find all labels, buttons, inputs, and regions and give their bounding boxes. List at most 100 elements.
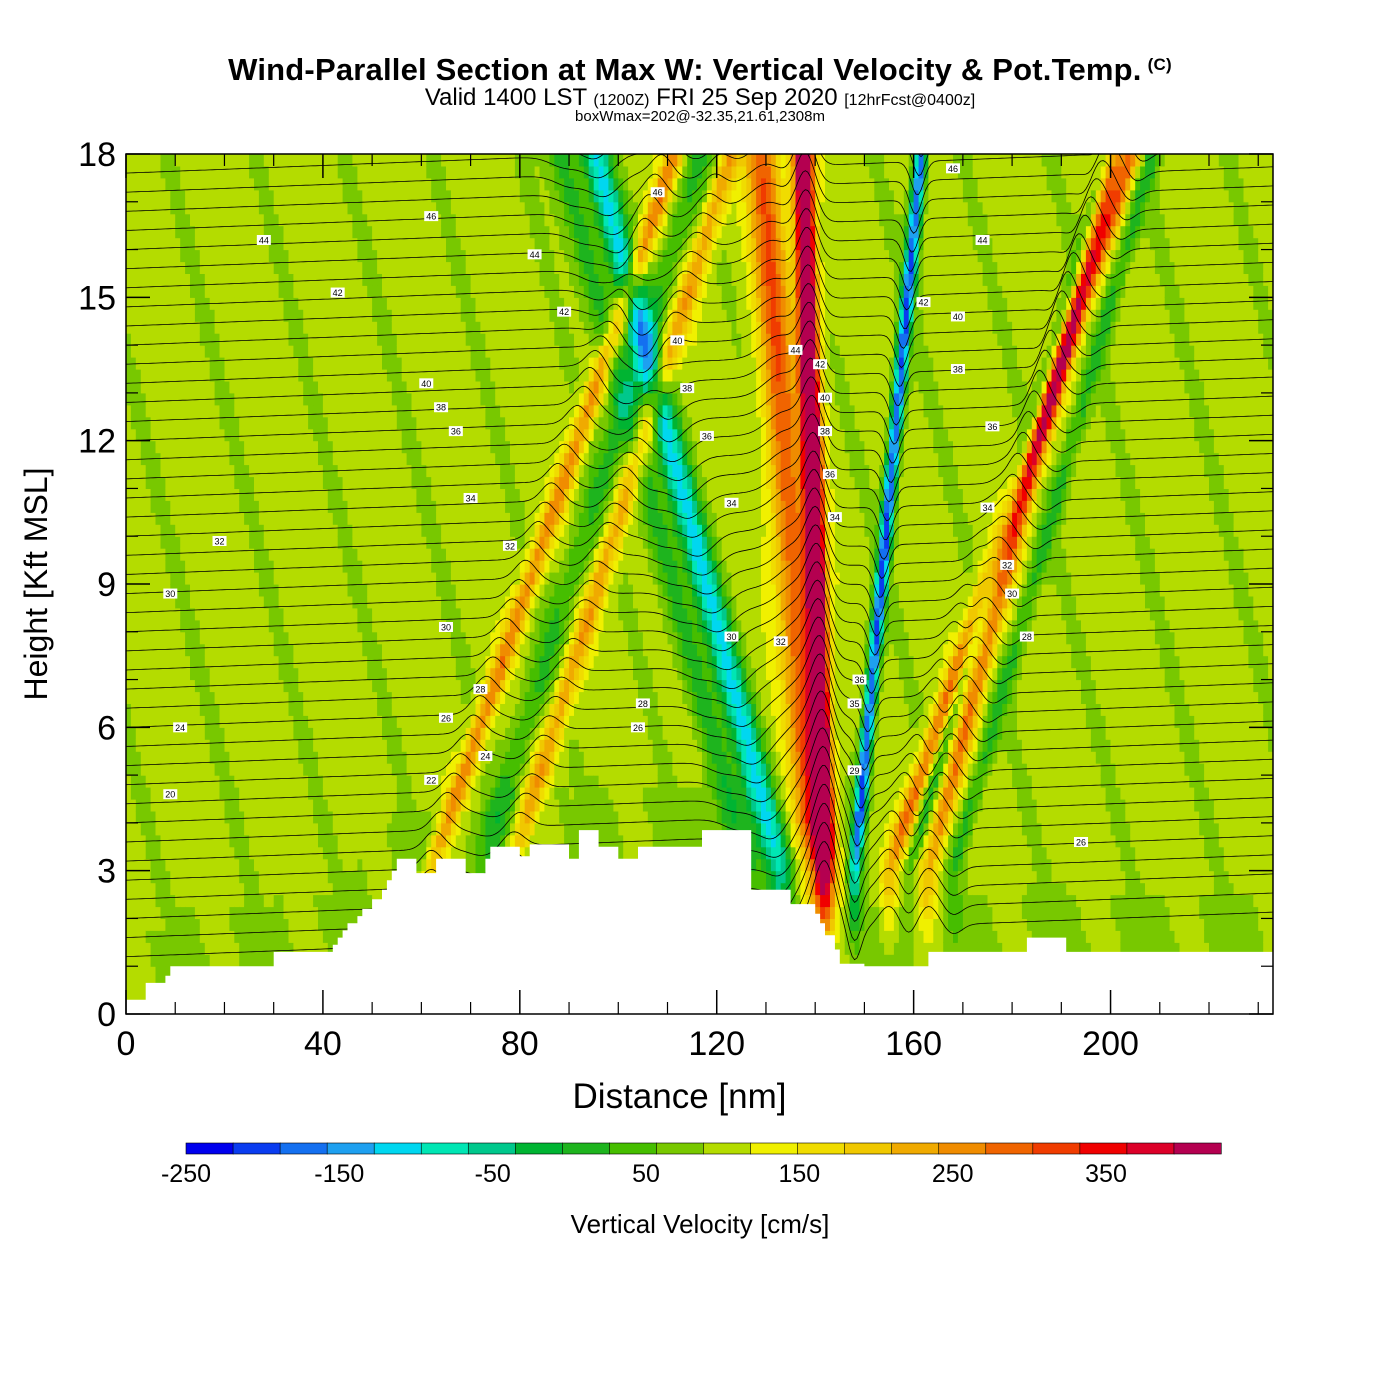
w-cell bbox=[180, 858, 186, 872]
w-cell bbox=[298, 524, 304, 537]
w-cell bbox=[219, 739, 225, 752]
w-cell bbox=[416, 189, 422, 203]
w-cell bbox=[382, 715, 388, 728]
w-cell bbox=[209, 333, 216, 346]
w-cell bbox=[126, 966, 132, 979]
w-cell bbox=[254, 572, 260, 585]
w-cell bbox=[214, 954, 221, 967]
w-cell bbox=[342, 237, 349, 251]
w-cell bbox=[214, 643, 221, 657]
w-cell bbox=[303, 894, 309, 908]
w-cell bbox=[254, 261, 260, 274]
w-cell bbox=[180, 285, 186, 298]
w-cell bbox=[239, 536, 245, 549]
box-wmax-info: boxWmax=202@-32.35,21.61,2308m bbox=[575, 108, 825, 125]
w-cell bbox=[170, 882, 176, 896]
w-cell bbox=[244, 369, 250, 382]
w-cell bbox=[155, 333, 161, 346]
w-cell bbox=[199, 930, 206, 943]
w-cell bbox=[455, 237, 462, 251]
w-cell bbox=[352, 763, 358, 776]
w-cell bbox=[175, 906, 181, 919]
w-cell bbox=[194, 679, 201, 693]
w-cell bbox=[288, 727, 294, 740]
w-cell bbox=[367, 369, 373, 382]
w-cell bbox=[268, 512, 275, 525]
w-cell bbox=[347, 870, 353, 884]
w-cell bbox=[288, 703, 294, 716]
w-cell bbox=[377, 607, 383, 621]
w-cell bbox=[160, 524, 166, 537]
w-cell bbox=[199, 213, 206, 227]
w-cell bbox=[126, 357, 132, 370]
w-cell bbox=[273, 261, 280, 274]
w-cell bbox=[239, 333, 245, 346]
w-cell bbox=[406, 846, 413, 860]
w-cell bbox=[367, 512, 373, 525]
w-cell bbox=[386, 655, 393, 669]
w-cell bbox=[209, 607, 216, 621]
w-cell bbox=[283, 488, 289, 501]
w-cell bbox=[140, 309, 147, 322]
w-cell bbox=[229, 392, 235, 406]
w-cell bbox=[249, 345, 255, 358]
w-cell bbox=[185, 321, 191, 334]
w-cell bbox=[441, 452, 447, 466]
w-cell bbox=[199, 452, 206, 466]
w-cell bbox=[194, 297, 201, 310]
w-cell bbox=[135, 679, 142, 693]
w-cell bbox=[362, 404, 368, 418]
w-cell bbox=[352, 739, 358, 752]
w-cell bbox=[382, 524, 388, 537]
w-cell bbox=[194, 345, 201, 358]
w-cell bbox=[190, 345, 196, 358]
subtitle-date: FRI 25 Sep 2020 bbox=[656, 84, 838, 111]
w-cell bbox=[175, 261, 181, 274]
w-cell bbox=[180, 189, 186, 203]
w-cell bbox=[362, 775, 368, 788]
w-cell bbox=[190, 691, 196, 704]
w-cell bbox=[303, 679, 309, 693]
w-cell bbox=[362, 822, 368, 836]
w-cell bbox=[229, 572, 235, 585]
w-cell bbox=[303, 201, 309, 215]
w-cell bbox=[327, 213, 334, 227]
w-cell bbox=[426, 667, 432, 681]
w-cell bbox=[293, 464, 299, 478]
w-cell bbox=[431, 452, 437, 466]
w-cell bbox=[352, 524, 358, 537]
w-cell bbox=[170, 369, 176, 382]
w-cell bbox=[130, 345, 137, 358]
w-cell bbox=[204, 858, 211, 872]
w-cell bbox=[303, 882, 309, 896]
w-cell bbox=[441, 560, 447, 573]
w-cell bbox=[258, 595, 265, 609]
w-cell bbox=[150, 309, 157, 322]
w-cell bbox=[401, 799, 408, 812]
w-cell bbox=[337, 512, 344, 525]
w-cell bbox=[367, 404, 373, 418]
w-cell bbox=[199, 703, 206, 716]
w-cell bbox=[283, 906, 289, 919]
w-cell bbox=[362, 428, 368, 442]
w-cell bbox=[327, 500, 334, 513]
w-cell bbox=[396, 799, 403, 812]
w-cell bbox=[140, 380, 147, 394]
w-cell bbox=[239, 810, 245, 824]
w-cell bbox=[155, 213, 161, 227]
w-cell bbox=[283, 500, 289, 513]
w-cell bbox=[263, 822, 270, 836]
w-cell bbox=[165, 966, 171, 979]
w-cell bbox=[194, 787, 201, 800]
w-cell bbox=[308, 607, 314, 621]
w-cell bbox=[135, 392, 142, 406]
w-cell bbox=[170, 428, 176, 442]
w-cell bbox=[145, 631, 152, 645]
w-cell bbox=[396, 715, 403, 728]
w-cell bbox=[411, 297, 417, 310]
w-cell bbox=[145, 822, 152, 836]
w-cell bbox=[204, 691, 211, 704]
w-cell bbox=[426, 225, 432, 239]
w-cell bbox=[446, 524, 452, 537]
w-cell bbox=[194, 189, 201, 203]
